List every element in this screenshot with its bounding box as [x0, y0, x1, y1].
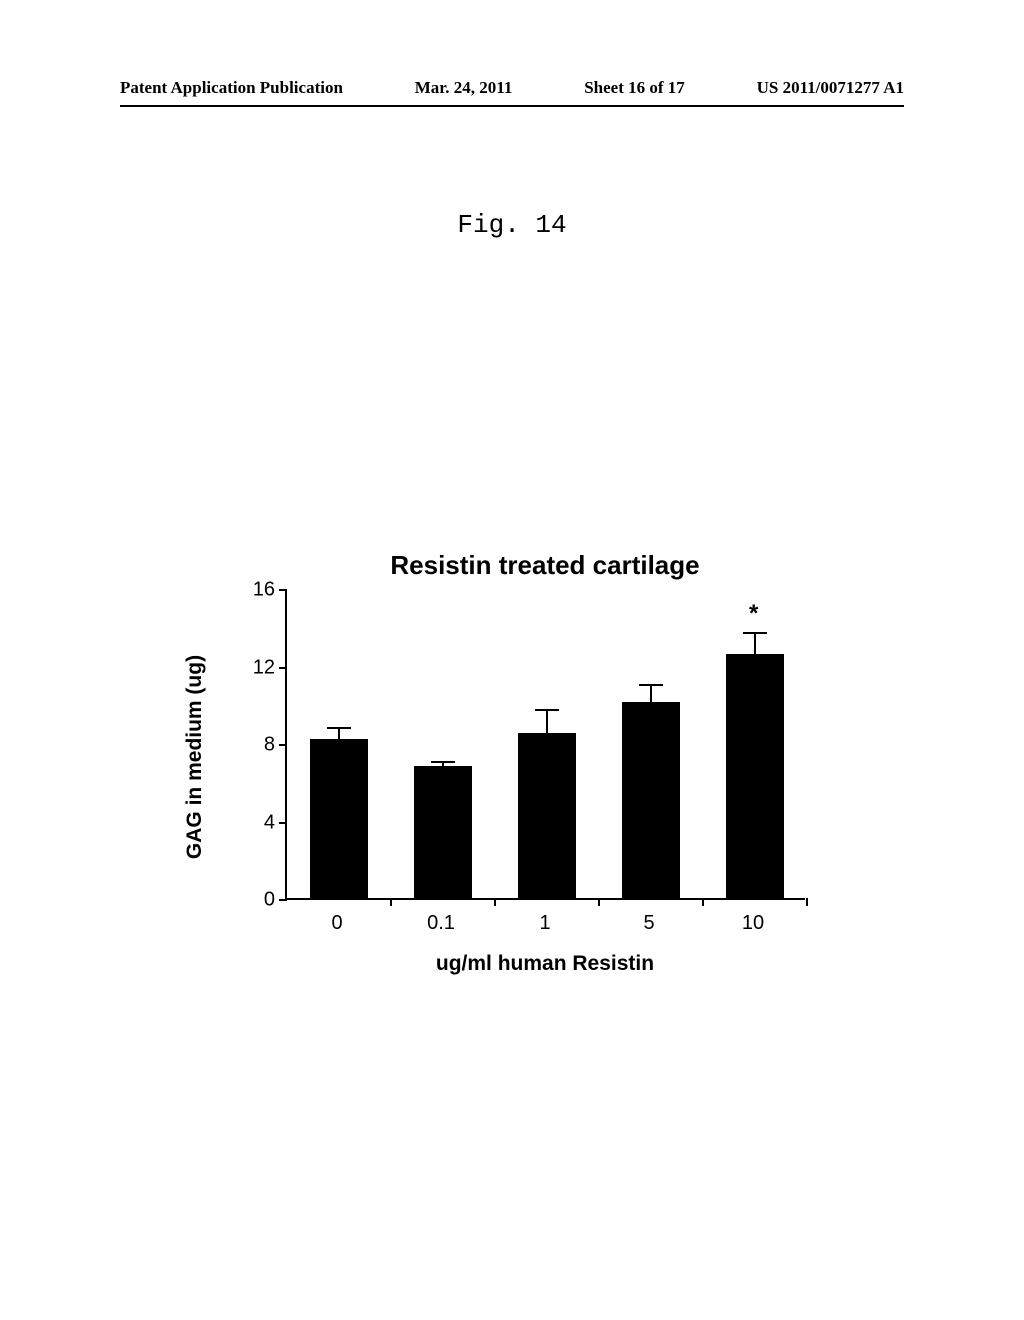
error-bar-cap — [743, 632, 767, 634]
y-axis-title: GAG in medium (ug) — [183, 655, 207, 859]
y-tick — [279, 822, 287, 824]
x-tick-label: 0.1 — [427, 912, 455, 935]
error-bar — [546, 710, 548, 733]
error-bar-cap — [431, 761, 455, 763]
error-bar — [650, 685, 652, 702]
chart-bar — [310, 739, 368, 898]
header-sheet: Sheet 16 of 17 — [584, 78, 685, 98]
error-bar-cap — [639, 684, 663, 686]
figure-label: Fig. 14 — [0, 210, 1024, 240]
header-publication-type: Patent Application Publication — [120, 78, 343, 98]
plot-area: 0481216* — [285, 590, 805, 900]
bar-chart: Resistin treated cartilage GAG in medium… — [175, 560, 805, 990]
x-tick — [494, 898, 496, 906]
y-tick-label: 0 — [264, 889, 275, 912]
header-divider — [120, 105, 904, 107]
y-tick-label: 16 — [253, 579, 275, 602]
chart-bar — [726, 654, 784, 898]
x-tick-label: 1 — [539, 912, 550, 935]
x-tick-label: 0 — [331, 912, 342, 935]
error-bar — [338, 728, 340, 740]
error-bar-cap — [327, 727, 351, 729]
chart-title: Resistin treated cartilage — [285, 550, 805, 581]
y-tick — [279, 744, 287, 746]
header-patent-number: US 2011/0071277 A1 — [757, 78, 904, 98]
y-tick — [279, 899, 287, 901]
y-tick-label: 12 — [253, 656, 275, 679]
x-axis-title: ug/ml human Resistin — [285, 952, 805, 976]
x-tick-label: 10 — [742, 912, 764, 935]
significance-marker: * — [749, 600, 758, 628]
y-tick-label: 4 — [264, 811, 275, 834]
x-tick — [702, 898, 704, 906]
chart-bar — [622, 702, 680, 898]
header-date: Mar. 24, 2011 — [415, 78, 513, 98]
x-tick — [390, 898, 392, 906]
error-bar-cap — [535, 709, 559, 711]
y-tick — [279, 589, 287, 591]
x-tick — [806, 898, 808, 906]
y-tick-label: 8 — [264, 734, 275, 757]
y-tick — [279, 667, 287, 669]
chart-bar — [518, 733, 576, 898]
x-tick — [598, 898, 600, 906]
chart-bar — [414, 766, 472, 898]
x-tick-label: 5 — [643, 912, 654, 935]
error-bar — [754, 633, 756, 654]
